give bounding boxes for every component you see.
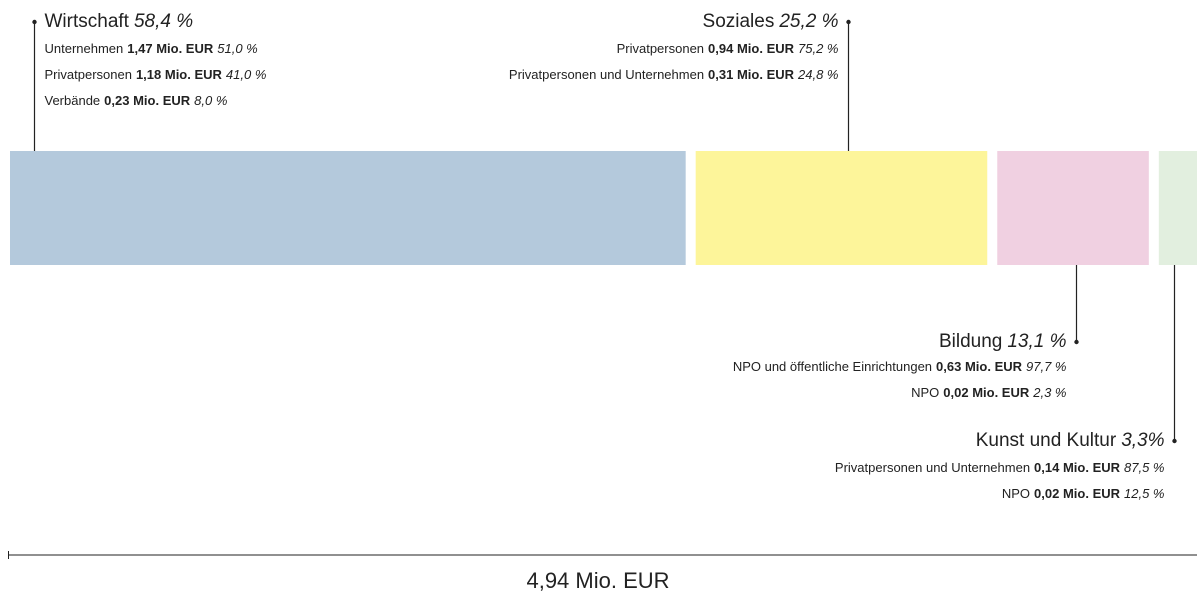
item-share: 87,5 % <box>1124 460 1164 475</box>
bar-segment <box>10 151 686 265</box>
leader-dot <box>1074 339 1079 345</box>
item-amount: 0,02 Mio. EUR <box>943 385 1030 400</box>
leader-dot <box>846 19 851 25</box>
item-line: Verbände 0,23 Mio. EUR 8,0 % <box>45 93 228 108</box>
segment-name: Bildung <box>939 331 1002 352</box>
item-name: NPO und öffentliche Einrichtungen <box>733 359 932 374</box>
leader-dot <box>32 19 37 25</box>
item-name: Privatpersonen und Unternehmen <box>835 460 1030 475</box>
item-name: Privatpersonen und Unternehmen <box>509 67 704 82</box>
item-share: 24,8 % <box>797 67 838 82</box>
item-line: Privatpersonen 1,18 Mio. EUR 41,0 % <box>45 67 267 82</box>
item-share: 8,0 % <box>194 93 227 108</box>
segment-title: Kunst und Kultur 3,3% <box>976 430 1165 451</box>
item-amount: 0,02 Mio. EUR <box>1034 486 1121 501</box>
segment-name: Wirtschaft <box>45 11 130 32</box>
item-share: 2,3 % <box>1032 385 1066 400</box>
leader-dot <box>1172 438 1177 444</box>
segment-title: Bildung 13,1 % <box>939 331 1067 352</box>
item-line: Privatpersonen und Unternehmen 0,31 Mio. … <box>509 67 839 82</box>
total-label: 4,94 Mio. EUR <box>526 568 669 593</box>
segment-share: 13,1 % <box>1007 331 1066 352</box>
segment-share: 3,3% <box>1121 430 1164 451</box>
item-share: 41,0 % <box>226 67 266 82</box>
item-amount: 0,31 Mio. EUR <box>708 67 795 82</box>
bar-segment <box>695 151 988 265</box>
segment-title: Soziales 25,2 % <box>703 11 839 32</box>
item-name: NPO <box>1002 486 1030 501</box>
item-share: 51,0 % <box>217 41 257 56</box>
item-amount: 0,63 Mio. EUR <box>936 359 1023 374</box>
item-line: NPO 0,02 Mio. EUR 12,5 % <box>1002 486 1165 501</box>
item-name: Verbände <box>45 93 101 108</box>
bar-segment <box>997 151 1149 265</box>
item-share: 75,2 % <box>798 41 838 56</box>
item-line: NPO und öffentliche Einrichtungen 0,63 Mi… <box>733 359 1067 374</box>
item-line: Privatpersonen und Unternehmen 0,14 Mio. … <box>835 460 1165 475</box>
item-name: Privatpersonen <box>617 41 704 56</box>
segment-name: Soziales <box>703 11 775 32</box>
item-line: NPO 0,02 Mio. EUR 2,3 % <box>911 385 1066 400</box>
segment-name: Kunst und Kultur <box>976 430 1117 451</box>
item-name: Privatpersonen <box>45 67 132 82</box>
segment-title: Wirtschaft 58,4 % <box>45 11 194 32</box>
item-share: 12,5 % <box>1124 486 1164 501</box>
item-line: Privatpersonen 0,94 Mio. EUR 75,2 % <box>617 41 839 56</box>
item-amount: 1,47 Mio. EUR <box>127 41 214 56</box>
item-amount: 0,94 Mio. EUR <box>708 41 795 56</box>
item-name: NPO <box>911 385 939 400</box>
item-amount: 1,18 Mio. EUR <box>136 67 223 82</box>
item-amount: 0,23 Mio. EUR <box>104 93 191 108</box>
item-line: Unternehmen 1,47 Mio. EUR 51,0 % <box>45 41 258 56</box>
item-name: Unternehmen <box>45 41 124 56</box>
item-share: 97,7 % <box>1026 359 1066 374</box>
item-amount: 0,14 Mio. EUR <box>1034 460 1121 475</box>
segment-share: 58,4 % <box>134 11 193 32</box>
segment-share: 25,2 % <box>778 11 838 32</box>
bar-segment <box>1158 151 1197 265</box>
